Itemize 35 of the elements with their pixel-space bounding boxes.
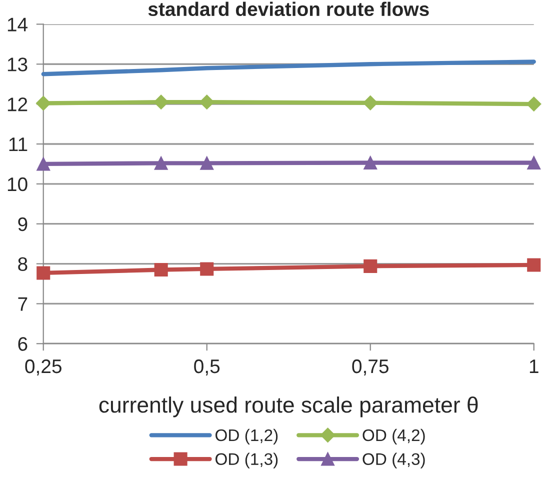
chart-title: standard deviation route flows <box>148 2 429 16</box>
x-tick-label: 0,75 <box>352 359 388 376</box>
legend-label: OD (1,2) <box>216 428 278 444</box>
x-tick-label: 0,5 <box>194 359 220 376</box>
y-tick-label: 11 <box>9 138 28 152</box>
point <box>36 96 51 111</box>
point <box>200 262 214 276</box>
point <box>199 94 214 110</box>
x-tick-label: 1 <box>530 360 538 374</box>
point <box>200 156 214 170</box>
point <box>36 157 50 171</box>
point <box>364 156 378 170</box>
point <box>36 266 50 280</box>
legend-label: OD (1,3) <box>216 452 278 468</box>
line-series <box>41 60 536 76</box>
y-tick-label: 6 <box>18 337 28 351</box>
y-tick-label: 12 <box>8 98 28 112</box>
y-tick-label: 7 <box>18 297 28 311</box>
point <box>154 156 168 170</box>
point <box>527 258 541 272</box>
x-tick-label: 0,25 <box>25 359 62 376</box>
y-tick-label: 10 <box>8 177 28 192</box>
legend-label: OD (4,2) <box>362 428 425 444</box>
point <box>154 263 168 277</box>
point <box>154 94 168 110</box>
legend-label: OD (4,3) <box>362 452 425 468</box>
point <box>364 259 378 273</box>
y-tick-label: 9 <box>18 217 28 232</box>
point <box>527 156 541 170</box>
y-tick-label: 14 <box>8 18 28 32</box>
y-tick-label: 13 <box>8 58 28 72</box>
x-axis-title: currently used route scale parameter θ <box>99 396 478 418</box>
point <box>526 96 542 112</box>
y-tick-label: 8 <box>18 257 28 272</box>
point <box>362 95 378 110</box>
